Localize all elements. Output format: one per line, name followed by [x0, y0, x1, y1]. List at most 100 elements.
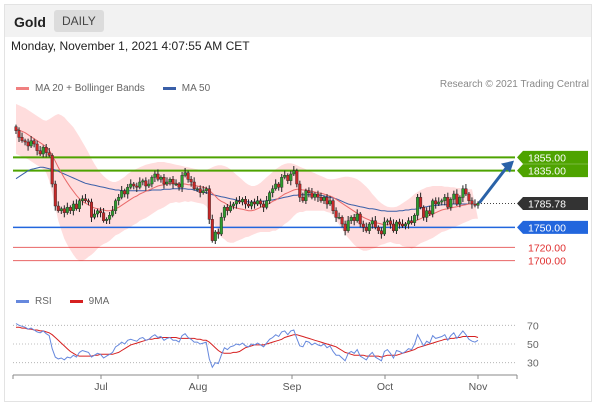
- candle-bearish: [410, 220, 414, 223]
- legend-label-rsi: RSI: [35, 296, 52, 307]
- forecast-arrow: [478, 164, 510, 204]
- candle-bearish: [298, 183, 302, 198]
- candle-bullish: [228, 205, 232, 211]
- candle-bearish: [237, 200, 241, 203]
- rsi-tick-label: 30: [527, 358, 539, 370]
- period-badge[interactable]: DAILY: [54, 10, 104, 32]
- candle-bearish: [340, 217, 344, 225]
- candle-bearish: [259, 200, 263, 205]
- candle-bearish: [53, 183, 57, 207]
- x-tick-label: Sep: [283, 381, 302, 393]
- candle-bullish: [29, 140, 33, 147]
- candle-bearish: [56, 205, 60, 211]
- candle-bullish: [153, 173, 157, 178]
- candle-bearish: [392, 223, 396, 231]
- candle-bullish: [425, 210, 429, 218]
- legend-label-ma50: MA 50: [181, 83, 211, 94]
- candle-bearish: [207, 188, 211, 220]
- candle-bearish: [316, 193, 320, 198]
- candle-bullish: [240, 199, 244, 203]
- candle-bearish: [401, 223, 405, 227]
- candle-bullish: [147, 183, 151, 187]
- candle-bullish: [370, 220, 374, 225]
- candle-bearish: [98, 210, 102, 213]
- candle-bullish: [213, 231, 217, 241]
- candle-bearish: [135, 185, 139, 188]
- candle-bearish: [171, 179, 175, 185]
- candle-bullish: [404, 223, 408, 227]
- bollinger-band: [16, 104, 478, 261]
- x-tick-label: Oct: [377, 381, 393, 393]
- candle-bearish: [216, 231, 220, 235]
- price-tag-1855.00: 1855.00: [517, 150, 588, 164]
- candle-bullish: [108, 215, 112, 220]
- candle-bullish: [201, 190, 205, 193]
- candle-bullish: [452, 193, 456, 200]
- price-tag-bg: [517, 220, 588, 234]
- candle-bullish: [322, 197, 326, 201]
- candle-bullish: [138, 181, 142, 188]
- candle-bullish: [283, 175, 287, 178]
- candle-bearish: [467, 193, 471, 201]
- rsi-legend: RSI 9MA: [16, 296, 127, 307]
- candle-bearish: [419, 197, 423, 208]
- candle-bullish: [407, 220, 411, 225]
- candle-bearish: [35, 143, 39, 151]
- candle-bullish: [168, 179, 172, 183]
- candle-bullish: [180, 175, 184, 188]
- candle-bullish: [120, 190, 124, 198]
- candle-bearish: [262, 203, 266, 208]
- candle-bearish: [156, 173, 160, 180]
- candle-bullish: [292, 170, 296, 175]
- legend-item-rsi: RSI: [16, 296, 52, 307]
- candle-bearish: [17, 130, 21, 138]
- candle-bearish: [398, 221, 402, 225]
- candle-bullish: [204, 188, 208, 191]
- candle-bullish: [105, 219, 109, 221]
- candle-bearish: [373, 220, 377, 228]
- candle-bearish: [455, 193, 459, 205]
- candle-bearish: [361, 223, 365, 228]
- price-tag-label: 1785.78: [528, 198, 566, 210]
- candle-bearish: [422, 207, 426, 218]
- candle-bearish: [379, 230, 383, 235]
- candle-bearish: [246, 203, 250, 207]
- rsi-ma-swatch: [69, 300, 83, 303]
- candle-bullish: [80, 198, 84, 201]
- candle-bullish: [111, 210, 115, 216]
- candle-bearish: [358, 213, 362, 225]
- timestamp: Monday, November 1, 2021 4:07:55 AM CET: [11, 39, 250, 53]
- candle-bullish: [77, 200, 81, 209]
- legend-item-ma20: MA 20 + Bollinger Bands: [16, 83, 145, 94]
- legend-item-ma50: MA 50: [162, 83, 211, 94]
- price-tag-1785.78: 1785.78: [517, 196, 588, 210]
- candle-bullish: [174, 183, 178, 186]
- candle-bullish: [280, 177, 284, 188]
- candle-bearish: [38, 150, 42, 155]
- legend-label-rsi-ma: 9MA: [88, 296, 110, 307]
- candle-bullish: [385, 220, 389, 223]
- rsi-swatch: [16, 300, 29, 303]
- candle-bearish: [144, 180, 148, 187]
- candle-bullish: [117, 197, 121, 201]
- rsi-ma-line: [16, 326, 479, 358]
- price-level-label: 1720.00: [528, 242, 566, 254]
- candle-bullish: [95, 210, 99, 215]
- candle-bullish: [159, 177, 163, 180]
- copyright-text: Research © 2021 Trading Central: [439, 79, 589, 90]
- candles: [14, 124, 480, 244]
- candle-bullish: [219, 217, 223, 235]
- candle-bearish: [352, 217, 356, 221]
- price-tag-bg: [517, 164, 588, 178]
- candle-bearish: [177, 183, 181, 188]
- candle-bearish: [428, 210, 432, 215]
- candle-bearish: [47, 152, 51, 156]
- candle-bearish: [32, 140, 36, 145]
- x-tick-label: Aug: [189, 381, 208, 393]
- x-tick-label: Jul: [94, 381, 107, 393]
- candle-bearish: [89, 201, 93, 218]
- candle-bullish: [346, 220, 350, 231]
- candle-bullish: [41, 147, 45, 155]
- ma50-swatch: [162, 87, 176, 90]
